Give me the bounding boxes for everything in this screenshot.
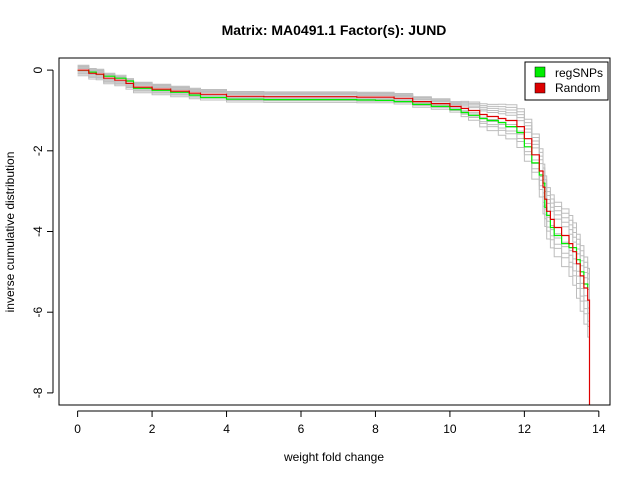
legend-swatch-random <box>534 82 546 94</box>
series-line-regsnps <box>77 69 589 288</box>
random-permutation-lines <box>77 64 590 405</box>
plot-frame <box>58 57 611 406</box>
permutation-line <box>77 68 590 395</box>
legend: regSNPs Random <box>524 61 609 101</box>
y-tick-label: -4 <box>31 226 45 237</box>
permutation-line <box>77 70 590 405</box>
y-tick-label: -2 <box>31 145 45 156</box>
x-tick-label: 0 <box>74 422 81 436</box>
series-layer <box>77 69 591 405</box>
x-tick-label: 2 <box>149 422 156 436</box>
legend-label-random: Random <box>555 81 600 95</box>
x-axis: 0 2 4 6 8 10 12 14 <box>74 410 606 436</box>
permutation-line <box>77 64 590 373</box>
permutation-line <box>77 72 590 405</box>
x-tick-label: 12 <box>518 422 532 436</box>
y-axis-label: inverse cumulative distribution <box>3 152 17 313</box>
permutation-line <box>77 67 590 389</box>
permutation-line <box>77 66 590 384</box>
x-tick-label: 14 <box>592 422 606 436</box>
x-tick-label: 4 <box>223 422 230 436</box>
x-axis-label: weight fold change <box>283 450 384 464</box>
permutation-line <box>77 65 590 379</box>
permutation-line <box>77 71 590 405</box>
chart-title: Matrix: MA0491.1 Factor(s): JUND <box>222 22 447 38</box>
x-tick-label: 8 <box>372 422 379 436</box>
legend-box <box>524 61 609 101</box>
y-tick-label: -8 <box>31 387 45 398</box>
y-tick-label: -6 <box>31 307 45 318</box>
permutation-line <box>77 73 590 405</box>
y-tick-label: 0 <box>31 66 45 73</box>
legend-swatch-regsnps <box>534 66 546 78</box>
x-tick-label: 10 <box>443 422 457 436</box>
series-line-random <box>77 69 591 405</box>
legend-label-regsnps: regSNPs <box>555 66 603 80</box>
x-tick-label: 6 <box>298 422 305 436</box>
permutation-line <box>77 75 590 405</box>
y-axis: 0 -2 -4 -6 -8 <box>31 66 54 398</box>
